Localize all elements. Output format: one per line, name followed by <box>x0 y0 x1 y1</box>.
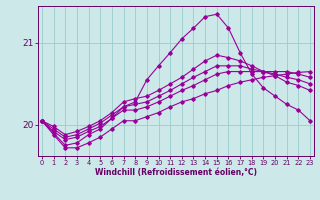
X-axis label: Windchill (Refroidissement éolien,°C): Windchill (Refroidissement éolien,°C) <box>95 168 257 177</box>
